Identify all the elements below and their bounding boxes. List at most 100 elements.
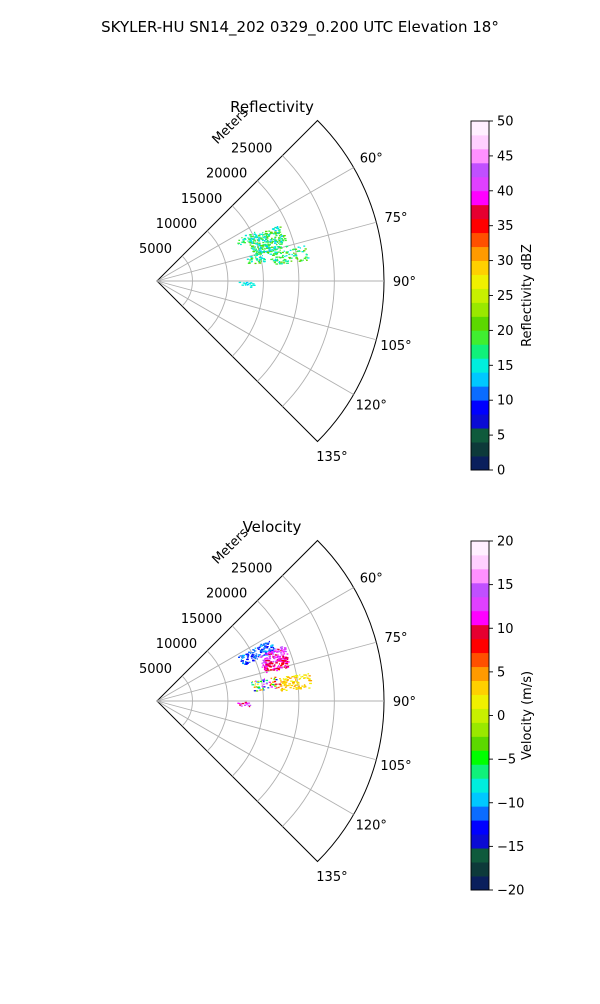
data-point [301,685,304,687]
colorbar-tick-label: 5 [497,665,505,680]
data-point [253,240,256,242]
data-point [265,683,268,685]
data-point [241,241,244,243]
data-point [253,686,256,688]
data-point [254,683,256,685]
data-point [263,665,266,667]
data-point [307,257,310,259]
data-point [274,261,276,263]
data-point [289,249,292,251]
data-point [280,659,282,661]
data-point [279,263,282,265]
data-point [252,659,255,661]
data-point [271,258,274,260]
data-point [247,240,249,242]
data-point [253,242,256,244]
data-point [299,678,302,680]
data-point [277,258,278,260]
colorbar-tick-label: 5 [497,429,505,444]
data-point [277,654,279,656]
data-point [278,663,280,665]
data-point [274,242,276,244]
data-point [259,237,263,239]
data-point [271,650,273,652]
data-point [264,235,267,238]
data-point [253,254,256,256]
theta-tick-label: 60° [360,571,383,586]
colorbar-segment [471,820,489,835]
data-point [266,237,269,239]
data-point [273,680,277,683]
data-point [263,258,266,260]
data-point [272,656,275,658]
colorbar-segment [471,764,489,779]
data-point [275,233,277,235]
data-point [263,250,266,252]
data-point [245,661,247,663]
data-point [278,261,281,264]
data-point [280,257,282,259]
data-point [261,666,264,668]
data-point [275,263,279,265]
data-point [261,251,263,253]
data-point [267,239,269,242]
data-point [295,687,298,689]
data-point [274,249,277,251]
data-point [242,656,245,659]
data-point [271,246,274,248]
data-point [298,683,300,685]
colorbar-segment [471,750,489,765]
data-point [268,651,271,653]
colorbar-segment [471,302,489,317]
velocity-panel: Velocity 60° 75° 90° 105° 120° 135° 5000 10000 15… [139,518,535,899]
data-point [303,677,305,679]
data-point [280,234,282,236]
data-point [256,686,258,688]
reflectivity-panel: Reflectivity60°75°90°105°120°135°5000100… [139,98,535,479]
data-point [258,234,260,236]
data-point [265,664,269,666]
data-point [248,238,251,240]
data-point [282,656,284,659]
data-point [281,682,284,685]
data-point [274,240,277,243]
data-point [281,256,284,258]
data-point [303,245,306,247]
data-point [257,680,260,683]
data-point [267,687,270,689]
data-point [257,686,260,688]
data-point [265,654,269,656]
data-point [261,252,263,254]
data-point [285,667,287,669]
data-point [259,259,261,262]
data-point [275,234,278,237]
data-point [267,244,271,246]
colorbar-segment [471,428,489,443]
data-point [285,260,287,262]
data-point [284,684,286,687]
data-point [274,676,277,678]
data-point [255,655,258,657]
data-point [256,242,258,244]
data-point [255,653,258,655]
data-point [265,233,268,235]
data-point [264,658,267,660]
data-point [274,259,278,261]
data-point [301,251,305,253]
data-point [283,260,285,262]
data-point [251,657,253,659]
angular-gridline [156,587,354,702]
data-point [244,701,247,704]
data-point [260,643,262,646]
data-point [244,284,247,286]
colorbar-segment [471,582,489,598]
data-point [273,677,276,680]
data-point [280,238,284,240]
data-point [260,650,264,652]
colorbar-tick-label: 10 [497,394,514,409]
data-point [279,678,281,680]
data-point [272,669,276,671]
colorbar-tick-label: 15 [497,578,514,593]
data-point [276,252,279,254]
data-point [264,244,267,246]
